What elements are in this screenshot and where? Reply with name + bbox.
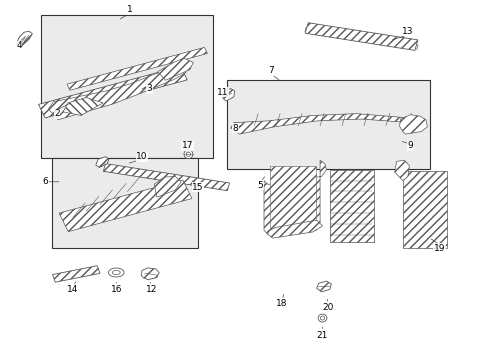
Polygon shape <box>16 31 32 47</box>
FancyBboxPatch shape <box>103 163 229 191</box>
Text: 19: 19 <box>433 244 445 253</box>
Ellipse shape <box>320 316 324 320</box>
Text: 11: 11 <box>216 87 228 96</box>
Text: 4: 4 <box>17 41 22 50</box>
FancyBboxPatch shape <box>304 27 417 49</box>
Ellipse shape <box>183 150 192 159</box>
Polygon shape <box>222 89 234 101</box>
Text: 7: 7 <box>268 66 274 75</box>
Text: 18: 18 <box>276 299 287 308</box>
Polygon shape <box>230 114 424 134</box>
Ellipse shape <box>108 268 124 277</box>
Text: 16: 16 <box>110 285 122 294</box>
Polygon shape <box>63 98 103 116</box>
Text: 8: 8 <box>232 123 238 132</box>
FancyBboxPatch shape <box>402 171 446 248</box>
Polygon shape <box>158 58 193 80</box>
Text: 9: 9 <box>407 141 412 150</box>
Polygon shape <box>96 157 109 167</box>
Text: 3: 3 <box>146 84 152 93</box>
Ellipse shape <box>186 152 190 156</box>
Text: 1: 1 <box>127 5 133 14</box>
Text: 13: 13 <box>401 27 413 36</box>
Polygon shape <box>141 268 159 280</box>
Polygon shape <box>48 66 185 120</box>
FancyBboxPatch shape <box>269 166 316 230</box>
Text: 2: 2 <box>54 109 60 118</box>
Polygon shape <box>399 115 427 134</box>
FancyBboxPatch shape <box>305 23 417 50</box>
Polygon shape <box>264 160 326 234</box>
FancyBboxPatch shape <box>59 180 192 231</box>
Polygon shape <box>316 281 330 292</box>
Polygon shape <box>154 176 181 197</box>
Bar <box>227 80 429 169</box>
Text: 5: 5 <box>257 181 263 190</box>
Text: 14: 14 <box>67 285 79 294</box>
Polygon shape <box>267 220 322 238</box>
Bar <box>52 158 198 248</box>
Text: 21: 21 <box>316 332 327 341</box>
Text: 6: 6 <box>42 177 48 186</box>
FancyBboxPatch shape <box>67 48 207 90</box>
Ellipse shape <box>318 314 326 322</box>
FancyBboxPatch shape <box>39 66 187 118</box>
Text: 17: 17 <box>182 141 193 150</box>
Text: 20: 20 <box>322 303 333 312</box>
Text: 10: 10 <box>136 152 147 161</box>
Ellipse shape <box>112 270 120 275</box>
FancyBboxPatch shape <box>329 170 373 242</box>
Polygon shape <box>394 160 408 181</box>
Text: 12: 12 <box>146 285 157 294</box>
FancyBboxPatch shape <box>52 266 100 282</box>
Text: 15: 15 <box>192 183 203 192</box>
Bar <box>41 15 212 158</box>
